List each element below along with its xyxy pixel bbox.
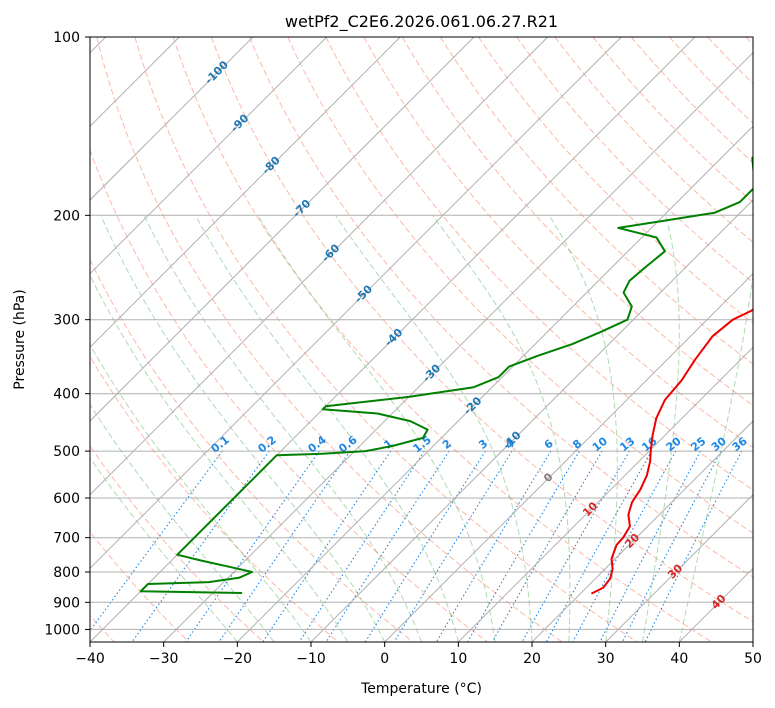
moist-adiabats bbox=[90, 215, 753, 642]
moist-adiabat bbox=[90, 343, 312, 642]
dry-adiabat bbox=[516, 37, 753, 284]
grid-lines bbox=[90, 37, 753, 642]
dewpoint-line bbox=[139, 155, 753, 594]
dry-adiabat bbox=[90, 445, 264, 642]
isotherm-line bbox=[605, 493, 753, 642]
moist-adiabat bbox=[90, 403, 275, 642]
x-tick-label: −40 bbox=[75, 651, 105, 667]
y-tick-label: 100 bbox=[53, 30, 80, 46]
dry-adiabat bbox=[210, 37, 753, 623]
moist-adiabat bbox=[143, 215, 422, 642]
isotherm-line bbox=[163, 51, 753, 642]
isotherm-line bbox=[310, 199, 753, 642]
moist-adiabat bbox=[678, 272, 753, 642]
moist-adiabat bbox=[90, 456, 238, 642]
plot-area: -100-90-80-70-60-50-40-30-20-10010203040… bbox=[90, 37, 753, 642]
y-tick-label: 900 bbox=[53, 595, 80, 611]
moist-adiabat bbox=[257, 215, 496, 642]
mixing-ratio-lines bbox=[90, 450, 743, 642]
y-tick-label: 800 bbox=[53, 565, 80, 581]
dry-adiabat bbox=[401, 37, 753, 406]
mixing-ratio-line bbox=[393, 450, 513, 642]
x-tick-label: −20 bbox=[223, 651, 253, 667]
mixing-ratio-line bbox=[435, 450, 552, 642]
x-tick-label: 20 bbox=[523, 651, 541, 667]
dry-adiabat bbox=[134, 37, 638, 642]
isotherm-line bbox=[90, 37, 328, 275]
dry-adiabat bbox=[90, 355, 339, 642]
dry-adiabat bbox=[90, 258, 414, 642]
dry-adiabat bbox=[363, 37, 753, 448]
y-axis-ticks: 100 200 300 400 500 600 700 800 900 1000 bbox=[44, 30, 90, 638]
mixing-ratio-line bbox=[131, 450, 270, 642]
isotherm-line bbox=[457, 346, 753, 642]
isotherm-line bbox=[384, 272, 753, 642]
y-tick-label: 500 bbox=[53, 444, 80, 460]
mixing-ratio-line bbox=[572, 450, 677, 642]
dry-adiabat bbox=[630, 37, 753, 164]
y-tick-label: 700 bbox=[53, 531, 80, 547]
y-axis-label: Pressure (hPa) bbox=[12, 289, 28, 389]
mixing-ratio-line bbox=[467, 450, 580, 642]
x-axis-ticks: −40 −30 −20 −10 0 10 20 30 40 50 bbox=[75, 642, 762, 667]
mixing-ratio-line bbox=[621, 450, 722, 642]
moist-adiabat bbox=[195, 215, 459, 642]
x-tick-label: 0 bbox=[380, 651, 389, 667]
dry-adiabat bbox=[172, 37, 712, 642]
y-tick-label: 1000 bbox=[44, 622, 80, 638]
mixing-ratio-line bbox=[491, 450, 603, 642]
mixing-ratio-line bbox=[185, 450, 320, 642]
x-tick-label: 50 bbox=[744, 651, 762, 667]
isotherm-line bbox=[236, 125, 753, 642]
x-tick-label: 30 bbox=[597, 651, 615, 667]
profile-series bbox=[139, 155, 753, 595]
dry-adiabats bbox=[90, 37, 753, 642]
moist-adiabat bbox=[432, 215, 571, 642]
y-tick-label: 600 bbox=[53, 491, 80, 507]
isotherm-line bbox=[531, 420, 753, 642]
isotherm-line bbox=[90, 37, 549, 496]
x-axis-label: Temperature (°C) bbox=[360, 681, 482, 697]
x-tick-label: 10 bbox=[449, 651, 467, 667]
moist-adiabat bbox=[100, 215, 386, 642]
mixing-ratio-line bbox=[599, 450, 701, 642]
x-tick-label: 40 bbox=[670, 651, 688, 667]
x-tick-label: −10 bbox=[296, 651, 326, 667]
temperature-line bbox=[590, 308, 753, 595]
mixing-ratio-line bbox=[218, 450, 351, 642]
y-tick-label: 400 bbox=[53, 387, 80, 403]
dry-adiabat bbox=[439, 37, 753, 365]
dry-adiabat bbox=[96, 37, 563, 642]
dry-adiabat bbox=[90, 531, 190, 642]
moist-adiabat bbox=[90, 274, 349, 642]
isotherm-line bbox=[90, 37, 254, 201]
mixing-ratio-line bbox=[364, 450, 486, 642]
y-tick-label: 300 bbox=[53, 313, 80, 329]
y-tick-label: 200 bbox=[53, 208, 80, 224]
moist-adiabat bbox=[642, 215, 680, 642]
mixing-ratio-line bbox=[545, 450, 653, 642]
dry-adiabat bbox=[478, 37, 753, 324]
isotherm-line bbox=[90, 37, 401, 349]
isotherm-line bbox=[90, 37, 622, 570]
isotherm-line bbox=[90, 37, 475, 422]
mixing-ratio-line bbox=[521, 450, 630, 642]
plot-frame bbox=[89, 36, 754, 643]
chart-title: wetPf2_C2E6.2026.061.06.27.R21 bbox=[285, 12, 558, 32]
x-tick-label: −30 bbox=[149, 651, 179, 667]
dry-adiabat bbox=[592, 37, 753, 203]
moist-adiabat bbox=[334, 215, 533, 642]
